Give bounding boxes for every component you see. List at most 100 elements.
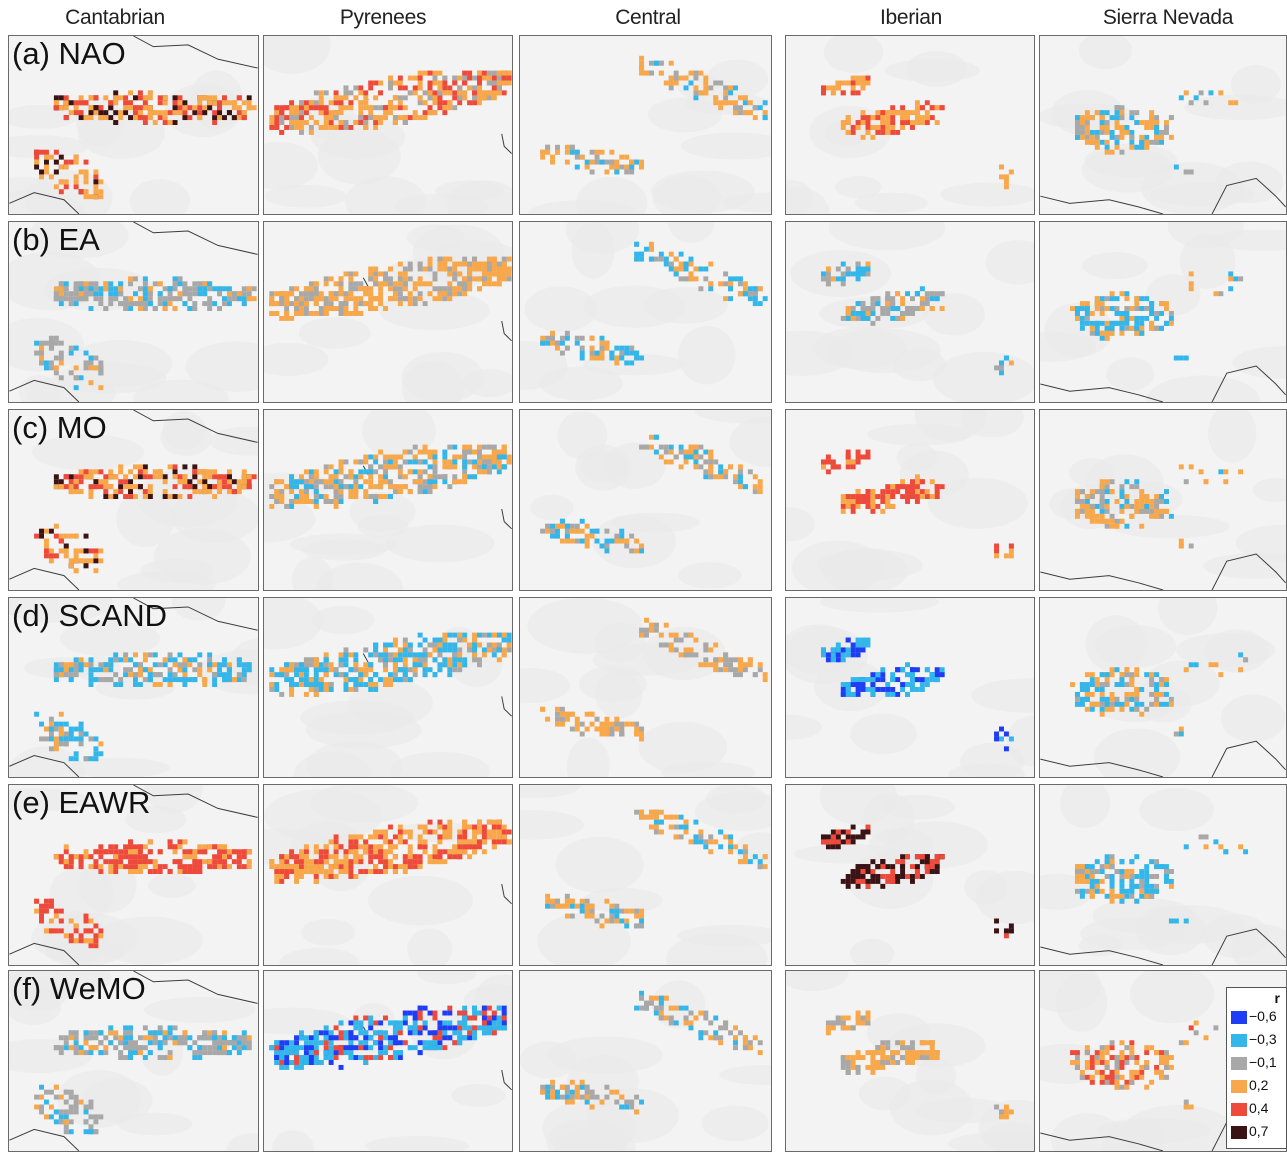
correlation-pixel	[481, 469, 487, 475]
correlation-pixel	[348, 652, 354, 658]
correlation-pixel	[648, 60, 654, 66]
correlation-pixel	[559, 716, 565, 722]
correlation-pixel	[103, 484, 109, 490]
correlation-pixel	[1129, 503, 1135, 509]
correlation-pixel	[693, 70, 699, 76]
correlation-pixel	[1089, 682, 1095, 688]
correlation-pixel	[728, 286, 734, 292]
correlation-pixel	[427, 261, 433, 267]
correlation-pixel	[313, 672, 319, 678]
correlation-pixel	[1163, 320, 1169, 326]
correlation-pixel	[142, 291, 148, 297]
correlation-pixel	[207, 667, 213, 673]
correlation-pixel	[1104, 503, 1110, 509]
correlation-pixel	[747, 662, 753, 668]
correlation-pixel	[559, 706, 565, 712]
correlation-pixel	[128, 672, 134, 678]
correlation-pixel	[187, 115, 193, 121]
correlation-pixel	[241, 286, 247, 292]
correlation-pixel	[703, 80, 709, 86]
correlation-pixel	[1144, 296, 1150, 302]
correlation-pixel	[1079, 125, 1085, 130]
correlation-pixel	[368, 276, 374, 282]
correlation-pixel	[303, 484, 309, 490]
correlation-pixel	[323, 682, 329, 688]
correlation-pixel	[197, 479, 203, 485]
correlation-pixel	[865, 261, 871, 267]
correlation-pixel	[73, 751, 79, 757]
correlation-pixel	[1084, 513, 1090, 519]
correlation-pixel	[648, 627, 654, 633]
correlation-pixel	[368, 474, 374, 480]
correlation-pixel	[432, 469, 438, 475]
correlation-pixel	[688, 271, 694, 277]
correlation-pixel	[437, 266, 443, 272]
correlation-pixel	[472, 100, 477, 106]
correlation-pixel	[53, 479, 59, 485]
correlation-pixel	[48, 731, 54, 737]
correlation-pixel	[338, 479, 344, 485]
correlation-pixel	[68, 484, 74, 490]
correlation-pixel	[197, 672, 203, 678]
correlation-pixel	[172, 296, 178, 302]
correlation-pixel	[683, 652, 689, 658]
correlation-pixel	[388, 266, 393, 272]
correlation-pixel	[78, 115, 84, 121]
correlation-pixel	[693, 459, 699, 465]
correlation-pixel	[835, 85, 841, 91]
correlation-pixel	[48, 721, 54, 727]
correlation-pixel	[412, 115, 418, 121]
correlation-pixel	[432, 657, 438, 663]
correlation-pixel	[865, 75, 871, 81]
correlation-pixel	[402, 266, 408, 272]
terrain-shade	[854, 192, 928, 214]
correlation-pixel	[128, 281, 134, 287]
correlation-pixel	[303, 657, 309, 663]
correlation-pixel	[432, 672, 438, 678]
correlation-pixel	[172, 677, 178, 683]
correlation-pixel	[821, 90, 826, 96]
correlation-pixel	[212, 100, 218, 106]
correlation-pixel	[462, 261, 468, 267]
correlation-pixel	[373, 281, 379, 287]
correlation-pixel	[417, 484, 423, 490]
correlation-pixel	[437, 642, 443, 648]
correlation-pixel	[299, 100, 304, 106]
coastline	[501, 508, 512, 530]
correlation-pixel	[44, 736, 49, 742]
correlation-pixel	[182, 657, 188, 663]
correlation-pixel	[123, 484, 129, 490]
correlation-pixel	[885, 306, 891, 312]
correlation-pixel	[98, 194, 104, 200]
correlation-pixel	[1104, 149, 1110, 155]
correlation-pixel	[865, 311, 871, 316]
correlation-pixel	[427, 256, 433, 262]
correlation-pixel	[1099, 320, 1105, 326]
correlation-pixel	[187, 662, 193, 668]
correlation-pixel	[412, 667, 418, 673]
correlation-pixel	[299, 120, 304, 125]
correlation-pixel	[733, 276, 738, 282]
correlation-pixel	[1079, 696, 1085, 702]
correlation-pixel	[486, 271, 492, 277]
correlation-pixel	[427, 281, 433, 287]
correlation-pixel	[241, 110, 247, 116]
correlation-pixel	[713, 80, 719, 86]
correlation-pixel	[137, 115, 143, 121]
correlation-pixel	[397, 75, 403, 81]
correlation-pixel	[432, 474, 438, 480]
correlation-pixel	[457, 75, 463, 81]
correlation-pixel	[1129, 134, 1135, 140]
correlation-pixel	[840, 125, 846, 130]
correlation-pixel	[207, 489, 213, 495]
correlation-pixel	[472, 261, 478, 267]
correlation-pixel	[1089, 691, 1095, 697]
correlation-pixel	[128, 276, 134, 282]
correlation-pixel	[392, 80, 398, 86]
correlation-pixel	[890, 494, 896, 500]
correlation-pixel	[103, 662, 109, 668]
correlation-pixel	[457, 662, 463, 668]
correlation-pixel	[452, 444, 458, 450]
correlation-pixel	[388, 110, 393, 116]
correlation-pixel	[133, 474, 138, 480]
